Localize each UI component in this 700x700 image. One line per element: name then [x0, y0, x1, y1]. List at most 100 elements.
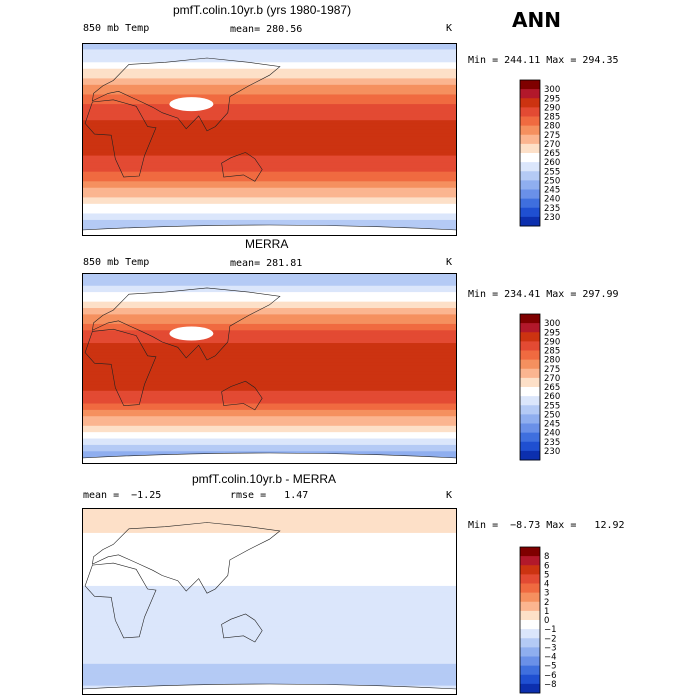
colorbar-swatch — [520, 629, 540, 639]
map-contour-band — [82, 613, 457, 618]
colorbar-swatch — [520, 556, 540, 566]
map-contour-band — [82, 174, 457, 179]
map-contour-band — [82, 343, 457, 347]
map-contour-band — [82, 142, 457, 147]
colorbar-swatch — [520, 665, 540, 676]
colorbar-tick-label: 1 — [544, 607, 549, 617]
map-contour-band — [82, 384, 457, 389]
colorbar-swatch — [520, 332, 540, 342]
colorbar-swatch — [520, 207, 540, 218]
map-contour-band — [82, 676, 457, 681]
map-contour-band — [82, 139, 457, 144]
panel-1-title: pmfT.colin.10yr.b (yrs 1980-1987) — [173, 3, 352, 17]
map-contour-band — [82, 362, 457, 366]
continent-outline — [221, 152, 263, 182]
colorbar-tick-label: 3 — [544, 589, 549, 599]
colorbar-swatch — [520, 153, 540, 163]
colorbar-swatch — [520, 98, 540, 108]
colorbar-swatch — [520, 592, 540, 603]
map-contour-band — [82, 673, 457, 677]
map-contour-band — [82, 126, 457, 131]
map-contour-band — [82, 78, 457, 83]
colorbar-tick-label: 235 — [544, 204, 560, 214]
map-contour-band — [82, 545, 457, 550]
map-contour-band — [82, 123, 457, 128]
colorbar-tick-label: 295 — [544, 328, 560, 338]
map-contour-band — [82, 585, 457, 590]
panel-2-title: MERRA — [245, 237, 289, 251]
colorbar-tick-label: 270 — [544, 374, 560, 384]
map-contour-band — [82, 365, 457, 370]
colorbar-tick-label: 8 — [544, 552, 549, 562]
continent-outline — [84, 328, 157, 406]
colorbar-swatch — [520, 574, 540, 584]
map-contour-band — [82, 203, 457, 208]
map-contour-band — [82, 595, 457, 599]
map-contour-band — [82, 638, 457, 643]
colorbar-tick-label: 255 — [544, 167, 560, 177]
continent-outline — [221, 613, 263, 643]
terrain-mask — [169, 97, 214, 112]
map-contour-band — [82, 295, 457, 300]
map-contour-band — [82, 97, 457, 102]
map-contour-band — [82, 403, 457, 408]
colorbar-swatch — [520, 647, 540, 657]
map-contour-band — [82, 620, 457, 624]
map-contour-band — [82, 508, 457, 512]
colorbar-tick-label: 250 — [544, 410, 560, 420]
panel-2-colorbar: 3002952902852802752702652602552502452402… — [519, 313, 560, 461]
map-contour-band — [82, 49, 457, 54]
panel-1-mean: mean= 280.56 — [230, 24, 303, 35]
map-contour-band — [82, 136, 457, 141]
colorbar-swatch — [520, 638, 540, 648]
map-contour-band — [82, 604, 457, 609]
map-contour-band — [82, 400, 457, 405]
map-contour-band — [82, 71, 457, 76]
colorbar-swatch — [520, 656, 540, 667]
colorbar-swatch — [520, 162, 540, 172]
colorbar-tick-label: 265 — [544, 383, 560, 393]
map-contour-band — [82, 100, 457, 105]
map-contour-band — [82, 390, 457, 395]
map-contour-band — [82, 216, 457, 221]
colorbar-tick-label: −3 — [544, 643, 557, 653]
map-contour-band — [82, 666, 457, 671]
map-contour-band — [82, 532, 457, 537]
colorbar-tick-label: 300 — [544, 85, 560, 95]
map-contour-band — [82, 285, 457, 290]
colorbar-tick-label: 280 — [544, 122, 560, 132]
map-contour-band — [82, 104, 457, 108]
map-frame — [82, 43, 457, 236]
map-contour-band — [82, 355, 457, 360]
colorbar-swatch — [520, 674, 540, 685]
map-contour-band — [82, 381, 457, 386]
map-contour-band — [82, 539, 457, 543]
colorbar-swatch — [520, 171, 540, 181]
colorbar-swatch — [520, 450, 540, 461]
map-contour-band — [82, 642, 457, 646]
map-contour-band — [82, 582, 457, 587]
map-contour-band — [82, 91, 457, 96]
map-contour-band — [82, 432, 457, 436]
map-contour-band — [82, 213, 457, 218]
map-contour-band — [82, 308, 457, 312]
map-contour-band — [82, 632, 457, 637]
colorbar-swatch — [520, 583, 540, 594]
colorbar-swatch — [520, 620, 540, 630]
map-contour-band — [82, 441, 457, 446]
map-contour-band — [82, 323, 457, 328]
antarctica-mask — [82, 224, 457, 236]
map-contour-band — [82, 181, 457, 186]
colorbar-tick-label: 240 — [544, 195, 560, 205]
map-contour-band — [82, 554, 457, 559]
colorbar-tick-label: 290 — [544, 103, 560, 113]
map-contour-band — [82, 145, 457, 150]
map-contour-band — [82, 579, 457, 584]
colorbar-swatch — [520, 432, 540, 443]
map-contour-band — [82, 158, 457, 163]
map-contour-band — [82, 654, 457, 659]
panel-3-title: pmfT.colin.10yr.b - MERRA — [192, 472, 337, 486]
map-contour-band — [82, 635, 457, 640]
antarctica-mask — [82, 452, 457, 464]
map-contour-band — [82, 413, 457, 417]
